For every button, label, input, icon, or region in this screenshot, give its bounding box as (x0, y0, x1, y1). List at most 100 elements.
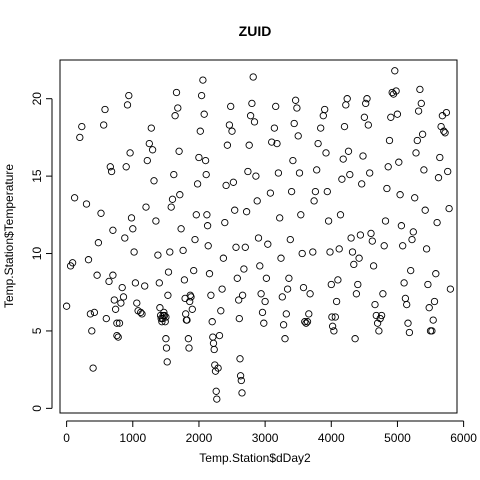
data-point (375, 327, 383, 335)
data-point (233, 274, 241, 282)
y-tick-label: 5 (30, 327, 44, 334)
data-point (314, 139, 322, 148)
data-point (305, 310, 313, 318)
data-point (160, 308, 168, 317)
data-point (354, 280, 362, 289)
data-point (355, 254, 363, 262)
data-point (299, 283, 308, 292)
data-point (332, 297, 341, 306)
data-point (126, 149, 134, 157)
data-point (258, 308, 267, 317)
data-point (418, 130, 427, 138)
data-point (223, 141, 232, 149)
y-axis-label: Temp.Station$Temperature (2, 164, 16, 308)
data-point (131, 279, 140, 287)
data-point (422, 245, 431, 253)
data-point (68, 259, 77, 267)
data-point (298, 249, 306, 258)
data-point (388, 88, 396, 97)
data-point (420, 166, 428, 174)
data-point (340, 122, 349, 131)
data-point (295, 169, 304, 177)
data-point (274, 169, 283, 177)
data-point (82, 200, 91, 208)
data-point (327, 280, 335, 289)
y-tick-label: 15 (30, 169, 44, 183)
data-point (205, 270, 214, 278)
data-point (93, 271, 101, 279)
data-point (130, 248, 138, 256)
data-point (171, 112, 179, 120)
data-point (377, 311, 386, 320)
data-point (253, 197, 261, 205)
data-point (317, 124, 325, 132)
data-point (90, 308, 99, 317)
data-point (197, 91, 206, 100)
data-point (172, 88, 181, 97)
data-point (319, 112, 327, 120)
data-point (412, 149, 420, 157)
data-point (164, 268, 173, 276)
data-point (175, 147, 183, 155)
data-point (328, 322, 337, 330)
data-point (383, 184, 391, 193)
data-point (204, 242, 212, 250)
data-point (445, 204, 453, 213)
data-point (138, 310, 146, 318)
data-point (381, 217, 390, 225)
data-point (441, 129, 449, 137)
data-point (385, 136, 394, 145)
data-point (446, 285, 455, 293)
data-point (202, 170, 210, 179)
data-points (62, 67, 455, 403)
data-point (100, 121, 108, 129)
data-point (348, 248, 357, 256)
chart-title: ZUID (239, 23, 272, 39)
data-point (444, 167, 452, 176)
data-point (379, 290, 387, 298)
data-point (221, 218, 229, 227)
data-point (183, 316, 191, 324)
data-point (347, 234, 355, 242)
data-point (285, 274, 293, 282)
data-point (236, 372, 245, 380)
data-point (122, 163, 130, 171)
data-point (196, 127, 204, 135)
data-point (147, 124, 155, 132)
data-point (360, 113, 369, 121)
data-point (434, 174, 443, 182)
data-point (252, 172, 260, 180)
data-point (321, 105, 329, 114)
data-point (235, 314, 243, 323)
data-point (180, 276, 189, 284)
data-point (192, 211, 200, 219)
data-point (313, 166, 321, 174)
data-point (366, 169, 374, 177)
data-point (297, 211, 305, 219)
data-point (119, 293, 128, 301)
data-point (273, 139, 281, 148)
data-point (190, 266, 198, 275)
data-point (293, 104, 301, 112)
data-point (62, 302, 71, 310)
data-point (137, 308, 145, 317)
data-point (240, 265, 248, 273)
data-point (358, 180, 366, 188)
data-point (367, 229, 375, 238)
data-point (238, 389, 246, 397)
data-point (164, 291, 172, 299)
data-point (421, 206, 429, 214)
data-point (384, 163, 392, 171)
data-point (170, 170, 178, 179)
data-point (76, 133, 84, 142)
data-point (115, 319, 124, 327)
data-point (232, 243, 240, 251)
data-point (214, 364, 222, 372)
data-point (179, 246, 187, 255)
data-point (200, 110, 208, 118)
data-point (208, 318, 216, 326)
data-point (86, 310, 95, 318)
data-point (416, 85, 424, 94)
data-point (432, 270, 440, 278)
data-point (324, 217, 333, 225)
